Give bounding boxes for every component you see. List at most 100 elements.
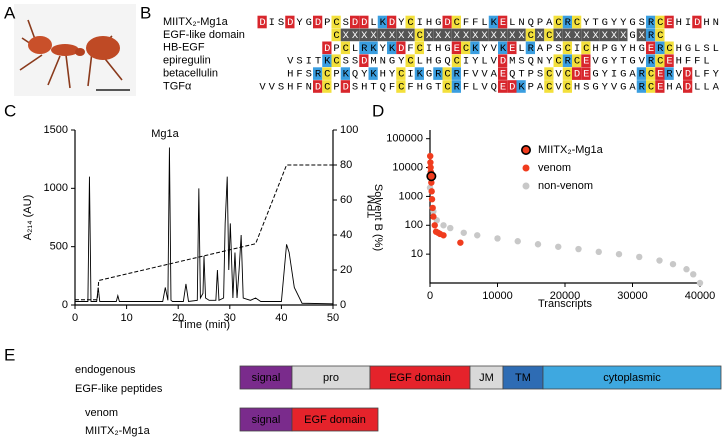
residue-highlight [544,28,554,42]
y-tick-label: 10000 [392,161,423,173]
x-tick-label: 0 [427,290,433,302]
residue-highlight [553,54,563,67]
residue-highlight [451,15,461,29]
residue-highlight [405,28,415,42]
row-label: MIITX₂-Mg1a [85,425,151,437]
residue-highlight [396,80,406,93]
y-axis-label: A₂₁₄ (AU) [22,195,34,240]
residue-highlight [507,80,517,93]
residue-highlight [442,15,452,29]
residue-highlight [498,41,508,55]
sequence-name: betacellulin [163,68,218,80]
residue-highlight [572,67,582,80]
legend-label: venom [538,162,571,174]
residue-highlight [507,28,517,42]
residue-highlight [655,80,665,93]
domain-label: signal [252,372,281,384]
absorbance-line [75,147,334,305]
point [669,260,677,268]
y-tick-label: 1000 [399,190,423,202]
residue-highlight [359,54,369,67]
y-tick-label: 0 [62,299,68,311]
point [428,179,435,186]
x-axis-label: Transcripts [538,298,592,310]
residue-highlight [322,80,332,93]
residue-highlight [340,80,350,93]
residue-highlight [368,67,378,80]
residue-highlight [340,28,350,42]
residue-highlight [414,67,424,80]
residue-highlight [655,41,665,55]
residue-highlight [396,28,406,42]
residue-highlight [451,28,461,42]
point [440,222,447,229]
domain-label: EGF domain [304,414,366,426]
y2-tick-label: 0 [340,299,346,311]
residue-highlight [387,28,397,42]
point [447,224,454,232]
point [656,257,663,264]
residue-highlight [507,41,517,55]
point [429,204,436,212]
domain-label: TM [515,372,531,384]
residue-highlight [387,41,397,55]
y2-tick-label: 100 [340,124,358,136]
y-tick-label: 10 [411,248,423,260]
residue-highlight [664,67,674,80]
residue-highlight [313,15,323,29]
residue-highlight [451,41,461,55]
y-axis-label: TPM [366,195,378,218]
sequence-name: epiregulin [163,55,211,67]
y2-tick-label: 20 [340,264,352,276]
residue-highlight [581,54,591,67]
point [428,188,435,195]
row-label: endogenous [75,364,136,376]
legend-label: MIITX₂-Mg1a [538,144,604,156]
residue-highlight [664,54,674,67]
residue-highlight [636,80,646,93]
domain-box [291,407,379,432]
y-tick-label: 1000 [44,182,68,194]
residue-highlight [368,28,378,42]
y-tick-label: 1500 [44,124,68,136]
legend-label: non-venom [538,180,593,192]
residue-highlight [646,15,656,29]
y2-tick-label: 40 [340,229,352,241]
residue-highlight [498,67,508,80]
residue-highlight [655,67,665,80]
point [431,222,438,229]
residue-highlight [599,28,609,42]
residue-highlight [285,15,295,29]
residue-highlight [451,67,461,80]
domain-label: EGF domain [389,372,451,384]
residue-highlight [664,41,674,55]
point [428,196,436,203]
residue-highlight [424,28,434,42]
residue-highlight [470,28,480,42]
residue-highlight [646,54,656,67]
sequence-name: HB-EGF [163,42,205,54]
residue-highlight [433,28,443,42]
residue-highlight [544,80,554,93]
residue-highlight [525,41,535,55]
point [460,229,467,236]
residue-highlight [683,80,693,93]
panel-label: A [4,3,16,22]
residue-highlight [442,67,452,80]
x-tick-label: 20000 [550,290,581,302]
residue-highlight [618,28,628,42]
residue-highlight [646,28,656,42]
y2-axis-label: Solvent B (%) [372,184,384,251]
residue-highlight [350,15,360,29]
point [575,245,582,253]
point [636,253,643,261]
residue-highlight [414,28,424,42]
residue-highlight [636,28,646,42]
annotation: Mg1a [151,128,179,140]
axis-frame [74,130,334,306]
residue-highlight [414,41,424,55]
x-tick-label: 10000 [482,290,513,302]
